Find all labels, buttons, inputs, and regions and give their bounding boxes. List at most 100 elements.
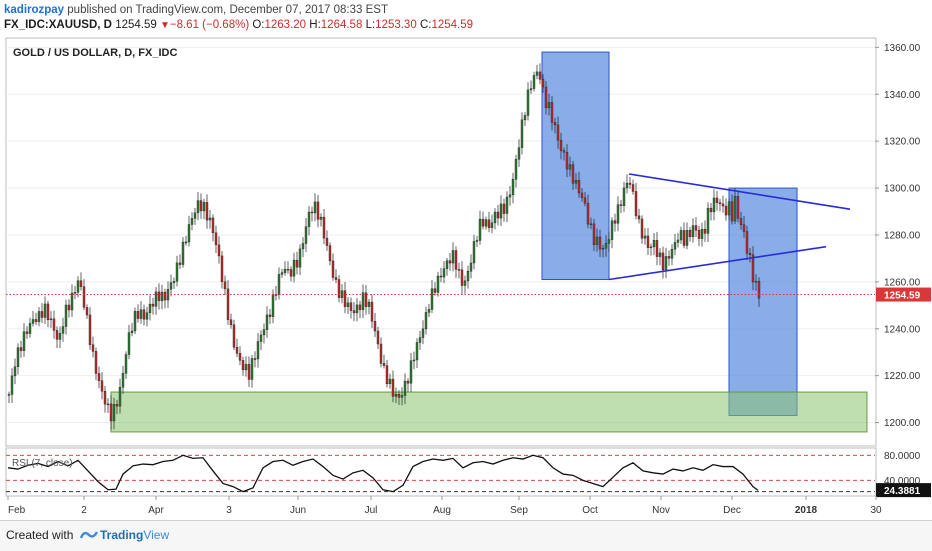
candle-body	[577, 180, 581, 194]
time-tick-label: Jun	[290, 505, 306, 516]
candle-body	[76, 280, 80, 293]
candle-body	[493, 211, 497, 224]
candle-body	[208, 217, 212, 221]
candle-body	[658, 252, 662, 257]
candle-body	[484, 219, 488, 227]
candle-body	[136, 311, 140, 319]
candle-body	[523, 115, 527, 121]
candle-body	[565, 151, 569, 170]
candle-body	[544, 86, 548, 109]
author-name[interactable]: kadirozpay	[4, 4, 65, 16]
chart-area[interactable]: 1360.00 1340.00 1320.00 1300.00 1280.00 1260.…	[0, 36, 932, 520]
candle-body	[220, 255, 224, 282]
time-tick-label: Apr	[148, 505, 164, 516]
created-with-text: Created with	[6, 528, 74, 542]
candle-body	[130, 330, 134, 333]
candle-body	[79, 280, 83, 287]
candle-body	[22, 331, 26, 351]
time-tick-label: Dec	[723, 505, 741, 516]
candle-body	[325, 237, 329, 246]
candle-body	[727, 201, 731, 216]
candle-body	[553, 122, 557, 126]
symbol-label: FX_IDC:XAUUSD, D	[4, 19, 112, 31]
candle-body	[235, 347, 239, 354]
time-axis[interactable]: Feb 2 Apr 3 Jun Jul Aug Sep Oct Nov Dec 2018 30	[7, 496, 882, 516]
candle-body	[112, 404, 116, 422]
candle-body	[178, 262, 182, 265]
candles	[7, 63, 761, 430]
ohlc-line: FX_IDC:XAUUSD, D 1254.59 ▼−8.61 (−0.68%)…	[4, 19, 473, 31]
footer: Created with TradingView	[0, 520, 932, 551]
candle-body	[67, 304, 71, 311]
rsi-line	[7, 454, 759, 493]
candle-body	[88, 314, 92, 345]
price-axis[interactable]: 1360.00 1340.00 1320.00 1300.00 1280.00 1260.…	[875, 43, 931, 429]
candle-body	[418, 337, 422, 343]
rsi-value-tag-label: 24.3881	[884, 486, 921, 497]
brand-part-b: View	[143, 528, 170, 542]
candle-body	[127, 332, 131, 355]
candle-body	[358, 304, 362, 310]
rsi-title: RSI (7, close)	[12, 458, 73, 469]
trend-line-0	[628, 173, 851, 210]
candle-body	[595, 236, 599, 245]
candle-body	[13, 366, 17, 377]
candle-body	[733, 196, 737, 222]
candle-body	[628, 182, 632, 185]
candle-body	[16, 347, 20, 367]
candle-body	[97, 373, 101, 381]
candle-body	[661, 252, 665, 271]
tradingview-brand[interactable]: TradingView	[100, 528, 169, 542]
candle-body	[187, 224, 191, 243]
candle-body	[634, 191, 638, 217]
candle-body	[229, 319, 233, 325]
candle-body	[499, 203, 503, 219]
candle-body	[262, 329, 266, 336]
candle-body	[223, 281, 227, 290]
candle-body	[307, 211, 311, 227]
candle-body	[118, 387, 122, 407]
time-tick-label: Nov	[652, 505, 670, 516]
candle-body	[169, 282, 173, 290]
support-zone	[110, 391, 868, 433]
candle-body	[295, 259, 299, 268]
candle-body	[742, 224, 746, 232]
candle-body	[100, 380, 104, 392]
price-tick-label: 1280.00	[884, 230, 921, 241]
candle-body	[172, 280, 176, 283]
last-price-tag-label: 1254.59	[884, 291, 921, 302]
candle-body	[667, 256, 671, 259]
candle-body	[466, 271, 470, 282]
rsi-tick-label: 80.0000	[884, 451, 921, 462]
candle-body	[157, 291, 161, 301]
time-tick-label: 3	[226, 505, 232, 516]
candle-body	[214, 232, 218, 246]
candle-body	[436, 275, 440, 293]
candle-body	[271, 294, 275, 317]
change-label: −8.61 (−0.68%)	[169, 19, 250, 31]
candle-body	[613, 220, 617, 224]
time-tick-label: Feb	[8, 505, 26, 516]
price-tick-label: 1220.00	[884, 371, 921, 382]
candle-body	[631, 184, 635, 192]
candle-body	[406, 380, 410, 384]
candle-body	[700, 228, 704, 239]
candle-body	[592, 223, 596, 245]
candle-body	[415, 342, 419, 361]
candle-body	[85, 307, 89, 316]
candle-body	[706, 207, 710, 234]
trend-line-1	[608, 245, 827, 281]
candle-body	[391, 378, 395, 397]
candle-body	[550, 102, 554, 123]
candle-body	[244, 364, 248, 371]
candle-body	[568, 164, 572, 170]
candle-body	[313, 201, 317, 214]
candle-body	[133, 311, 137, 332]
candle-body	[610, 220, 614, 240]
candle-body	[430, 288, 434, 310]
candle-body	[751, 254, 755, 283]
candle-body	[232, 324, 236, 348]
price-tick-label: 1340.00	[884, 90, 921, 101]
candle-body	[745, 231, 749, 254]
candle-body	[640, 218, 644, 239]
